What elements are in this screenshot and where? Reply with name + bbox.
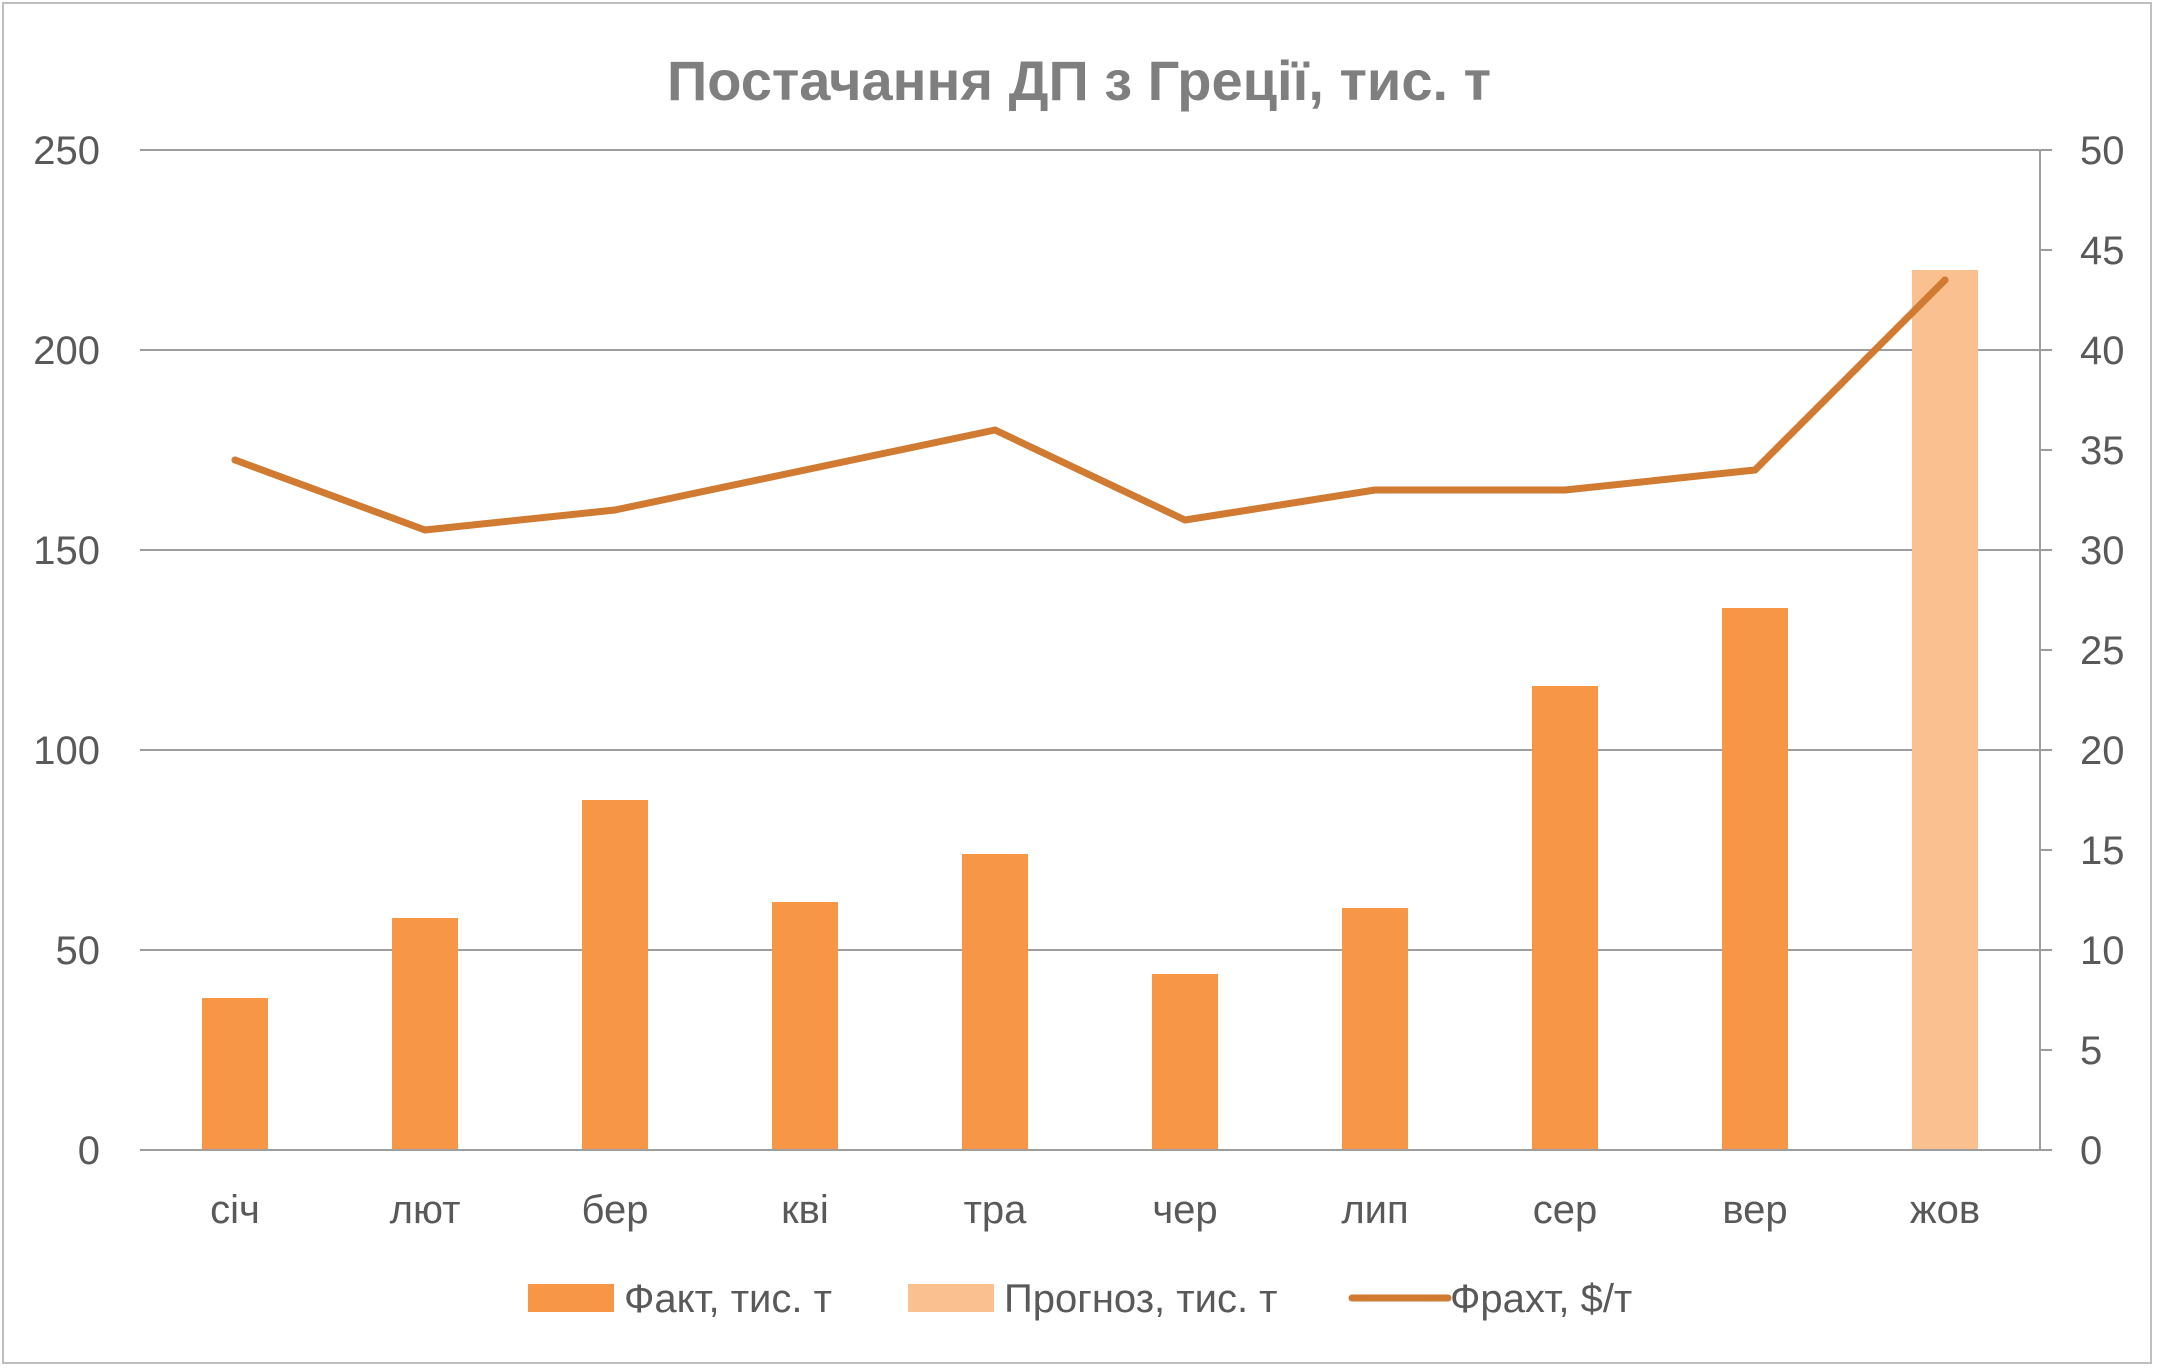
category-label: лип <box>1341 1188 1408 1232</box>
category-label: лют <box>390 1188 461 1232</box>
actual-bar <box>1532 686 1598 1150</box>
legend-swatch <box>528 1284 614 1312</box>
freight-point <box>421 526 429 534</box>
left-axis-tick-label: 150 <box>33 529 100 573</box>
actual-bar <box>582 800 648 1150</box>
left-axis-tick-label: 200 <box>33 329 100 373</box>
right-axis-tick-label: 35 <box>2080 429 2125 473</box>
axes: 0 50 100 150 200 250 0 5 10 15 20 25 30 35 40 45 50 січ лю… <box>33 129 2124 1232</box>
left-axis-tick-label: 0 <box>78 1129 100 1173</box>
right-axis-tick-label: 20 <box>2080 729 2125 773</box>
legend-label: Прогноз, тис. т <box>1004 1277 1278 1321</box>
category-label: кві <box>781 1188 829 1232</box>
right-axis-tick-label: 25 <box>2080 629 2125 673</box>
right-axis-tick-label: 0 <box>2080 1129 2102 1173</box>
actual-bar <box>1342 908 1408 1150</box>
category-label: тра <box>964 1188 1028 1232</box>
left-axis-tick-label: 250 <box>33 129 100 173</box>
right-axis-tick-label: 45 <box>2080 229 2125 273</box>
freight-series-line <box>231 276 1949 534</box>
legend: Факт, тис. т Прогноз, тис. т Фрахт, $/т <box>528 1277 1632 1321</box>
category-label: січ <box>210 1188 260 1232</box>
chart-title: Постачання ДП з Греції, тис. т <box>667 49 1491 112</box>
legend-swatch <box>908 1284 994 1312</box>
freight-point <box>991 426 999 434</box>
right-axis-tick-label: 40 <box>2080 329 2125 373</box>
right-axis-tick-label: 15 <box>2080 829 2125 873</box>
left-axis-tick-label: 50 <box>56 929 101 973</box>
actual-bar <box>1152 974 1218 1150</box>
right-axis-tick-label: 50 <box>2080 129 2125 173</box>
actual-bar <box>392 918 458 1150</box>
legend-label: Факт, тис. т <box>624 1277 832 1321</box>
category-label: чер <box>1152 1188 1217 1232</box>
actual-bar <box>772 902 838 1150</box>
freight-line <box>231 276 1949 534</box>
right-axis-tick-label: 30 <box>2080 529 2125 573</box>
right-axis-tick-label: 10 <box>2080 929 2125 973</box>
bars <box>202 270 1978 1150</box>
freight-point <box>1941 276 1949 284</box>
legend-label: Фрахт, $/т <box>1450 1277 1632 1321</box>
category-label: жов <box>1910 1188 1980 1232</box>
actual-bar <box>1722 608 1788 1150</box>
right-axis-tick-label: 5 <box>2080 1029 2102 1073</box>
freight-point <box>1561 486 1569 494</box>
category-label: бер <box>582 1188 649 1232</box>
left-axis-tick-label: 100 <box>33 729 100 773</box>
actual-bar <box>962 854 1028 1150</box>
forecast-bar <box>1912 270 1978 1150</box>
category-label: вер <box>1722 1188 1787 1232</box>
freight-point <box>1371 486 1379 494</box>
freight-point <box>611 506 619 514</box>
actual-bar <box>202 998 268 1150</box>
freight-point <box>1181 516 1189 524</box>
category-label: сер <box>1533 1188 1598 1232</box>
freight-point <box>801 466 809 474</box>
freight-point <box>1751 466 1759 474</box>
freight-point <box>231 456 239 464</box>
